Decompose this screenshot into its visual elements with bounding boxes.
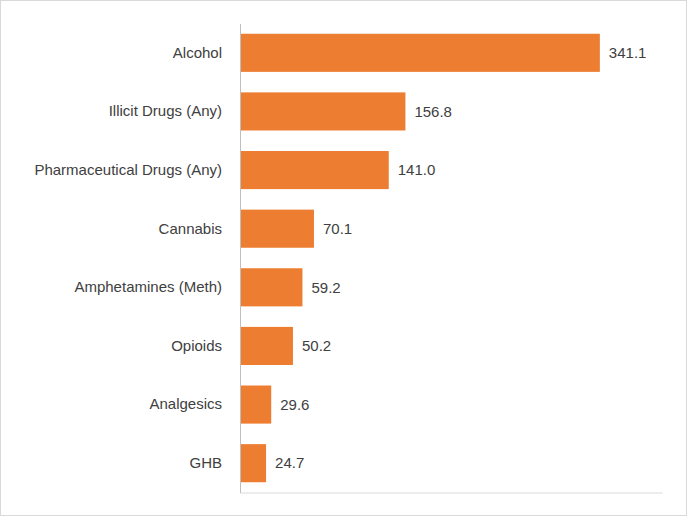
y-tick: Cannabis xyxy=(159,219,222,236)
chart-frame xyxy=(1,1,687,516)
bar xyxy=(240,92,405,130)
y-tick: Alcohol xyxy=(173,44,222,61)
bar xyxy=(240,210,314,248)
y-axis: Alcohol Illicit Drugs (Any) Pharmaceutical… xyxy=(34,24,240,493)
data-label: 156.8 xyxy=(414,103,452,120)
y-tick-label: Illicit Drugs (Any) xyxy=(109,102,222,119)
y-tick-label: Pharmaceutical Drugs (Any) xyxy=(34,161,222,178)
bar xyxy=(240,151,389,189)
y-tick-label: Alcohol xyxy=(173,44,222,61)
bar xyxy=(240,327,293,365)
bars xyxy=(240,34,600,482)
y-axis-line xyxy=(240,24,241,493)
data-labels: 341.1 156.8 141.0 70.1 59.2 50.2 29.6 24.7 xyxy=(275,44,646,471)
y-tick: Analgesics xyxy=(149,395,222,412)
x-axis xyxy=(241,493,663,494)
bar xyxy=(240,268,302,306)
data-label: 50.2 xyxy=(302,337,331,354)
y-tick: GHB xyxy=(189,454,222,471)
data-label: 29.6 xyxy=(280,396,309,413)
data-label: 59.2 xyxy=(311,279,340,296)
data-label: 341.1 xyxy=(609,44,647,61)
y-tick: Pharmaceutical Drugs (Any) xyxy=(34,161,222,178)
x-axis-line xyxy=(241,493,663,494)
y-tick: Opioids xyxy=(171,337,222,354)
chart: Alcohol Illicit Drugs (Any) Pharmaceutical… xyxy=(0,0,687,516)
y-tick-label: GHB xyxy=(189,454,222,471)
y-tick-label: Amphetamines (Meth) xyxy=(74,278,222,295)
data-label: 141.0 xyxy=(398,161,436,178)
data-label: 24.7 xyxy=(275,454,304,471)
bar xyxy=(240,444,266,482)
y-tick-label: Opioids xyxy=(171,337,222,354)
y-tick-label: Cannabis xyxy=(159,219,222,236)
data-label: 70.1 xyxy=(323,220,352,237)
y-tick: Amphetamines (Meth) xyxy=(74,278,222,295)
y-tick-label: Analgesics xyxy=(149,395,222,412)
bar xyxy=(240,386,271,424)
y-tick: Illicit Drugs (Any) xyxy=(109,102,222,119)
bar xyxy=(240,34,600,72)
